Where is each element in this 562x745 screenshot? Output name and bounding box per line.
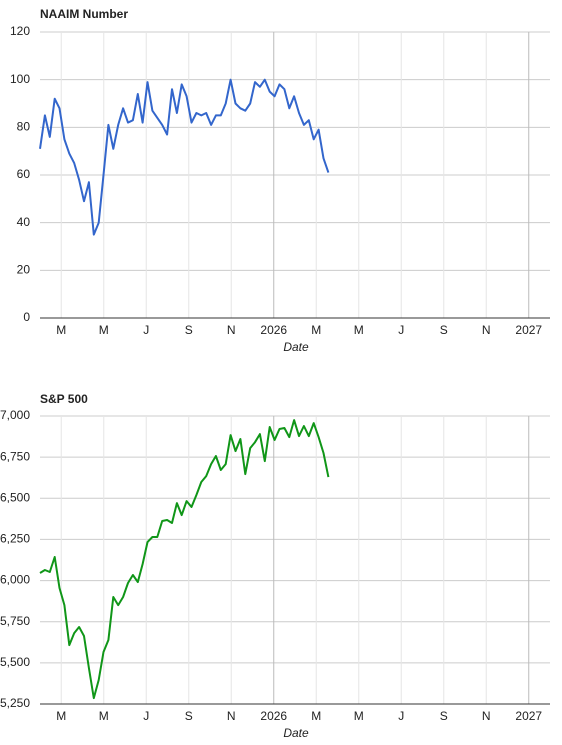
- x-tick-label: 2026: [260, 323, 287, 337]
- y-tick-label: 6,000: [0, 573, 30, 587]
- chart-title: S&P 500: [40, 392, 88, 406]
- y-tick-label: 80: [17, 120, 31, 134]
- x-tick-label: N: [482, 709, 491, 723]
- x-tick-label: 2027: [515, 709, 542, 723]
- x-tick-label: S: [185, 709, 193, 723]
- y-tick-label: 7,000: [0, 408, 30, 422]
- x-tick-label: M: [354, 323, 364, 337]
- x-tick-label: N: [227, 323, 236, 337]
- x-axis-title: Date: [283, 340, 309, 354]
- x-tick-label: M: [56, 323, 66, 337]
- y-tick-label: 120: [10, 24, 30, 38]
- data-line: [39, 419, 330, 700]
- x-tick-label: M: [56, 709, 66, 723]
- y-tick-label: 6,750: [0, 449, 30, 463]
- y-tick-label: 40: [17, 215, 31, 229]
- x-tick-label: S: [440, 323, 448, 337]
- y-tick-label: 20: [17, 263, 31, 277]
- x-tick-label: S: [185, 323, 193, 337]
- y-tick-label: 60: [17, 167, 31, 181]
- y-tick-label: 6,250: [0, 532, 30, 546]
- x-tick-label: N: [227, 709, 236, 723]
- y-tick-label: 6,500: [0, 490, 30, 504]
- x-tick-label: 2027: [515, 323, 542, 337]
- y-tick-label: 5,500: [0, 655, 30, 669]
- y-tick-label: 0: [23, 310, 30, 324]
- y-tick-label: 100: [10, 72, 30, 86]
- x-tick-label: 2026: [260, 709, 287, 723]
- x-tick-label: M: [99, 323, 109, 337]
- y-tick-label: 5,750: [0, 614, 30, 628]
- x-tick-label: J: [398, 709, 404, 723]
- x-tick-label: M: [311, 709, 321, 723]
- x-tick-label: M: [311, 323, 321, 337]
- x-tick-label: M: [354, 709, 364, 723]
- x-tick-label: J: [143, 709, 149, 723]
- x-tick-label: N: [482, 323, 491, 337]
- y-tick-label: 5,250: [0, 696, 30, 710]
- x-tick-label: J: [143, 323, 149, 337]
- chart-title: NAAIM Number: [40, 7, 128, 21]
- data-line: [39, 78, 330, 236]
- x-tick-label: M: [99, 709, 109, 723]
- x-tick-label: S: [440, 709, 448, 723]
- x-axis-title: Date: [283, 726, 309, 740]
- x-tick-label: J: [398, 323, 404, 337]
